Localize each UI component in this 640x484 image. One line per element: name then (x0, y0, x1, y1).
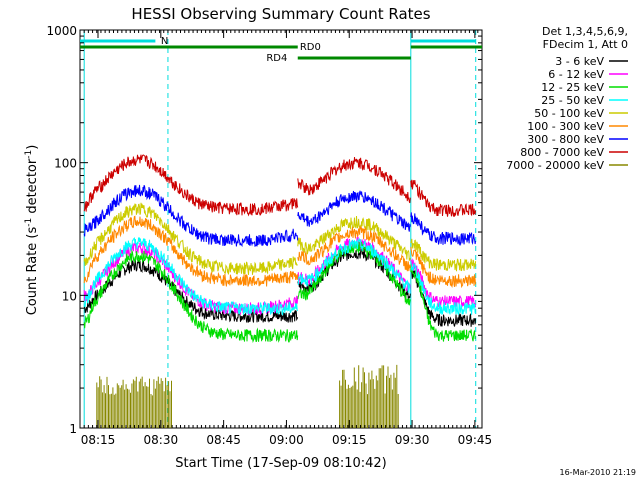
x-tick-label: 09:45 (458, 433, 493, 447)
series-line (297, 190, 411, 232)
legend-label: 50 - 100 keV (534, 107, 604, 120)
legend-label: 100 - 300 keV (527, 120, 604, 133)
footer-date: 16-Mar-2010 21:19 (560, 468, 637, 477)
legend-label: 12 - 25 keV (541, 81, 604, 94)
series-line (83, 202, 298, 276)
series-line (410, 261, 477, 316)
series-line (83, 259, 299, 323)
y-tick-label: 10 (62, 289, 77, 303)
legend-label: 25 - 50 keV (541, 94, 604, 107)
y-axis-label: Count Rate (s-1 detector-1) (24, 145, 40, 316)
series-line (297, 241, 411, 306)
y-tick-label: 1000 (46, 24, 77, 38)
x-axis-label: Start Time (17-Sep-09 08:10:42) (175, 456, 386, 471)
legend-header: FDecim 1, Att 0 (543, 38, 628, 51)
series-line (297, 215, 411, 262)
series-line (297, 237, 411, 294)
series-line (83, 249, 299, 344)
plot-area: N RD0 RD4 08:15 08:30 08:45 09:00 09:15 09:30 09… (46, 24, 492, 447)
series-line (83, 215, 299, 287)
series-line (83, 184, 299, 248)
x-tick-label: 08:30 (144, 433, 179, 447)
series-line (297, 157, 411, 204)
svg-text:Count Rate (s-1 detector-1): Count Rate (s-1 detector-1) (24, 145, 40, 316)
series-line (410, 238, 477, 272)
annotation-n: N (161, 36, 168, 47)
series-line (410, 246, 477, 289)
y-tick-label: 1 (69, 422, 77, 436)
x-tick-label: 09:30 (395, 433, 430, 447)
x-tick-label: 08:45 (206, 433, 241, 447)
legend-label: 7000 - 20000 keV (506, 159, 604, 172)
legend-label: 800 - 7000 keV (520, 146, 604, 159)
legend: Det 1,3,4,5,6,9,FDecim 1, Att 0 3 - 6 keV… (506, 25, 628, 172)
x-tick-label: 09:15 (332, 433, 367, 447)
chart-title: HESSI Observing Summary Count Rates (131, 5, 430, 23)
series-line (410, 263, 476, 342)
series-line (83, 154, 299, 217)
legend-label: 3 - 6 keV (555, 55, 604, 68)
annotation-rd0: RD0 (300, 42, 321, 53)
x-tick-label: 08:15 (81, 433, 116, 447)
series-line (83, 236, 299, 316)
annotation-rd4: RD4 (266, 53, 287, 64)
y-tick-label: 100 (54, 157, 77, 171)
legend-header: Det 1,3,4,5,6,9, (542, 25, 628, 38)
legend-label: 6 - 12 keV (548, 68, 604, 81)
series-line (410, 179, 477, 217)
series-line (410, 212, 477, 247)
legend-label: 300 - 800 keV (527, 133, 604, 146)
series-line-7000-20000kev (96, 364, 399, 428)
series-line (297, 225, 411, 272)
x-tick-label: 09:00 (269, 433, 304, 447)
